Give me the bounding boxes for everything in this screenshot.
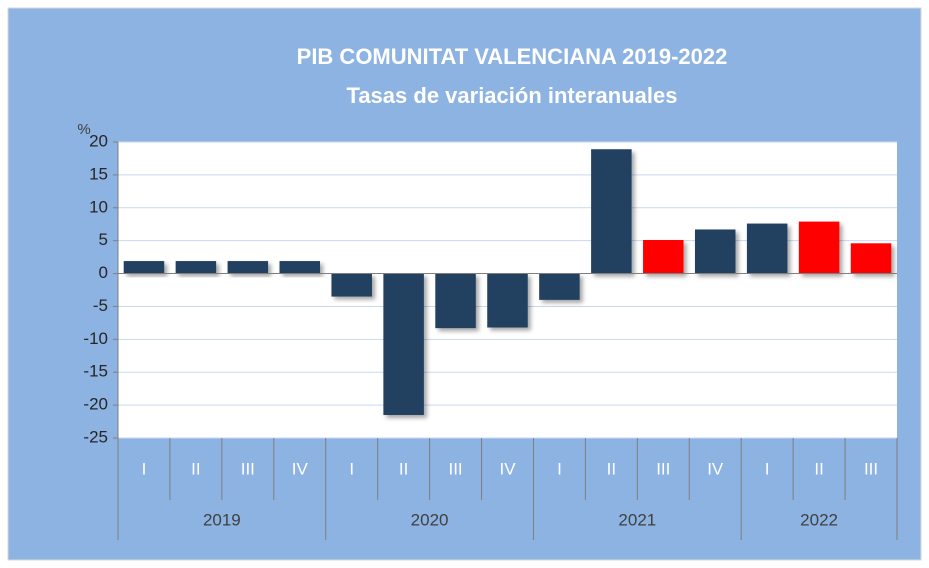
- bar: [227, 261, 269, 274]
- y-tick-label: -5: [93, 296, 108, 315]
- x-tick-label: IV: [707, 459, 724, 478]
- y-tick-label: -20: [83, 395, 108, 414]
- bar: [123, 261, 165, 274]
- bar: [798, 221, 840, 274]
- bar: [435, 273, 476, 329]
- x-tick-label: II: [191, 459, 200, 478]
- x-tick-label: III: [864, 459, 878, 478]
- x-tick-label: II: [814, 459, 823, 478]
- y-tick-label: -25: [83, 427, 108, 446]
- x-tick-label: II: [607, 459, 616, 478]
- y-tick-label: 15: [89, 164, 108, 183]
- x-tick-label: I: [557, 459, 562, 478]
- bar: [746, 223, 788, 274]
- x-group-label: 2021: [618, 510, 656, 529]
- bar: [383, 273, 424, 415]
- y-tick-label: 0: [99, 263, 108, 282]
- x-tick-label: IV: [292, 459, 309, 478]
- x-group-label: 2020: [411, 510, 449, 529]
- bar: [279, 261, 321, 274]
- x-tick-label: I: [349, 459, 354, 478]
- x-group-label: 2019: [203, 510, 241, 529]
- y-tick-label: -15: [83, 362, 108, 381]
- x-tick-label: III: [448, 459, 462, 478]
- x-tick-label: I: [142, 459, 147, 478]
- bar: [539, 273, 580, 300]
- x-tick-label: I: [765, 459, 770, 478]
- y-tick-label: 5: [99, 230, 108, 249]
- x-group-label: 2022: [800, 510, 838, 529]
- y-axis-label: %: [77, 121, 90, 138]
- bar: [850, 243, 892, 274]
- y-tick-label: -10: [83, 329, 108, 348]
- bar: [487, 273, 528, 328]
- x-tick-label: III: [656, 459, 670, 478]
- x-tick-label: II: [399, 459, 408, 478]
- bar: [331, 273, 372, 297]
- x-tick-label: III: [241, 459, 255, 478]
- chart-subtitle: Tasas de variación interanuales: [347, 83, 678, 108]
- x-tick-label: IV: [499, 459, 516, 478]
- bar: [175, 261, 217, 274]
- chart-title: PIB COMUNITAT VALENCIANA 2019-2022: [297, 44, 728, 69]
- y-tick-label: 20: [89, 131, 108, 150]
- y-tick-label: 10: [89, 197, 108, 216]
- bar: [643, 240, 684, 274]
- bar: [591, 149, 632, 274]
- bar: [694, 229, 736, 274]
